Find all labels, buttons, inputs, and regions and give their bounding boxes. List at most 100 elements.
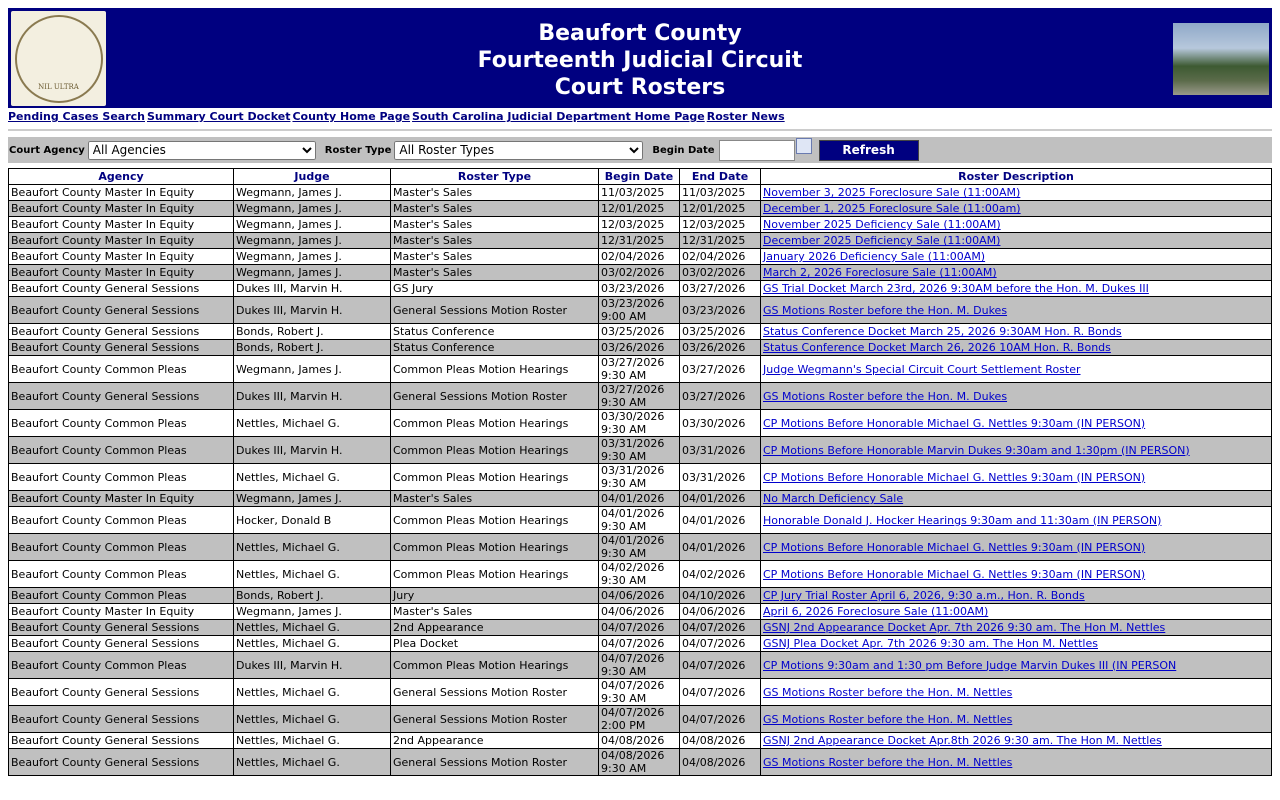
begin-date-input[interactable] xyxy=(718,139,795,161)
roster-link[interactable]: CP Motions Before Honorable Michael G. N… xyxy=(763,567,1146,581)
roster-link[interactable]: CP Jury Trial Roster April 6, 2026, 9:30… xyxy=(763,589,1085,602)
end-date-cell: 03/27/2026 xyxy=(679,355,761,383)
end-date-cell: 04/08/2026 xyxy=(679,748,761,776)
table-row: Beaufort County Master In Equity Wegmann,… xyxy=(8,264,1272,281)
divider xyxy=(8,129,1272,131)
link-roster-news[interactable]: Roster News xyxy=(706,110,785,123)
roster-link[interactable]: GS Motions Roster before the Hon. M. Net… xyxy=(763,685,1013,699)
roster-link[interactable]: Status Conference Docket March 25, 2026 … xyxy=(763,325,1122,338)
table-row: Beaufort County Common Pleas Hocker, Dona… xyxy=(8,506,1272,534)
roster-type-cell: Common Pleas Motion Hearings xyxy=(390,651,599,679)
roster-type-cell: GS Jury xyxy=(390,280,599,297)
begin-date-cell: 03/02/2026 xyxy=(598,264,680,281)
roster-type-cell: General Sessions Motion Roster xyxy=(390,382,599,410)
end-date-cell: 04/01/2026 xyxy=(679,533,761,561)
agency-cell: Beaufort County General Sessions xyxy=(8,339,234,356)
agency-cell: Beaufort County General Sessions xyxy=(8,635,234,652)
roster-type-select[interactable]: All Roster Types xyxy=(394,140,644,160)
link-county-home-page[interactable]: County Home Page xyxy=(292,110,411,123)
roster-link[interactable]: November 3, 2025 Foreclosure Sale (11:00… xyxy=(763,186,1021,199)
court-agency-select[interactable]: All Agencies xyxy=(87,140,316,160)
roster-link[interactable]: CP Motions Before Honorable Michael G. N… xyxy=(763,470,1146,484)
roster-link[interactable]: April 6, 2026 Foreclosure Sale (11:00AM) xyxy=(763,605,989,618)
roster-link[interactable]: November 2025 Deficiency Sale (11:00AM) xyxy=(763,218,1001,231)
end-date-cell: 04/01/2026 xyxy=(679,506,761,534)
end-date-cell: 03/31/2026 xyxy=(679,463,761,491)
table-row: Beaufort County General Sessions Dukes II… xyxy=(8,296,1272,324)
begin-date-cell: 04/07/2026 9:30 AM xyxy=(598,651,680,679)
col-end-date: End Date xyxy=(679,168,761,185)
roster-type-cell: Common Pleas Motion Hearings xyxy=(390,506,599,534)
col-begin-date: Begin Date xyxy=(598,168,680,185)
roster-link[interactable]: CP Motions Before Honorable Michael G. N… xyxy=(763,540,1146,554)
agency-cell: Beaufort County Master In Equity xyxy=(8,184,234,201)
end-date-cell: 11/03/2025 xyxy=(679,184,761,201)
table-row: Beaufort County Master In Equity Wegmann,… xyxy=(8,248,1272,265)
roster-link[interactable]: CP Motions Before Honorable Michael G. N… xyxy=(763,416,1146,430)
judge-cell: Wegmann, James J. xyxy=(233,232,391,249)
roster-type-cell: Common Pleas Motion Hearings xyxy=(390,533,599,561)
roster-link[interactable]: GS Motions Roster before the Hon. M. Net… xyxy=(763,712,1013,726)
calendar-icon[interactable] xyxy=(795,138,812,154)
roster-description-cell: December 2025 Deficiency Sale (11:00AM) xyxy=(760,232,1272,249)
roster-description-cell: January 2026 Deficiency Sale (11:00AM) xyxy=(760,248,1272,265)
table-row: Beaufort County General Sessions Nettles,… xyxy=(8,619,1272,636)
judge-cell: Nettles, Michael G. xyxy=(233,678,391,706)
roster-link[interactable]: CP Motions 9:30am and 1:30 pm Before Jud… xyxy=(763,658,1177,672)
roster-description-cell: Judge Wegmann's Special Circuit Court Se… xyxy=(760,355,1272,383)
roster-link[interactable]: GSNJ Plea Docket Apr. 7th 2026 9:30 am. … xyxy=(763,637,1098,650)
link-pending-cases-search[interactable]: Pending Cases Search xyxy=(8,110,145,123)
roster-description-cell: GS Trial Docket March 23rd, 2026 9:30AM … xyxy=(760,280,1272,297)
roster-type-cell: Status Conference xyxy=(390,339,599,356)
roster-link[interactable]: GSNJ 2nd Appearance Docket Apr. 7th 2026… xyxy=(763,621,1166,634)
roster-description-cell: CP Motions 9:30am and 1:30 pm Before Jud… xyxy=(760,651,1272,679)
agency-cell: Beaufort County Master In Equity xyxy=(8,603,234,620)
roster-link[interactable]: March 2, 2026 Foreclosure Sale (11:00AM) xyxy=(763,266,997,279)
roster-link[interactable]: No March Deficiency Sale xyxy=(763,492,904,505)
judge-cell: Dukes III, Marvin H. xyxy=(233,651,391,679)
roster-link[interactable]: Honorable Donald J. Hocker Hearings 9:30… xyxy=(763,513,1162,527)
roster-type-cell: Status Conference xyxy=(390,323,599,340)
roster-description-cell: CP Motions Before Honorable Michael G. N… xyxy=(760,409,1272,437)
end-date-cell: 03/27/2026 xyxy=(679,382,761,410)
begin-date-cell: 12/03/2025 xyxy=(598,216,680,233)
table-row: Beaufort County General Sessions Nettles,… xyxy=(8,748,1272,776)
begin-date-cell: 04/07/2026 xyxy=(598,635,680,652)
agency-cell: Beaufort County Common Pleas xyxy=(8,587,234,604)
begin-date-cell: 04/07/2026 9:30 AM xyxy=(598,678,680,706)
col-judge: Judge xyxy=(233,168,391,185)
courthouse-photo xyxy=(1173,23,1269,95)
end-date-cell: 04/07/2026 xyxy=(679,705,761,733)
link-summary-court-docket[interactable]: Summary Court Docket xyxy=(147,110,291,123)
roster-link[interactable]: GSNJ 2nd Appearance Docket Apr.8th 2026 … xyxy=(763,734,1162,747)
roster-link[interactable]: Judge Wegmann's Special Circuit Court Se… xyxy=(763,362,1081,376)
roster-link[interactable]: GS Motions Roster before the Hon. M. Net… xyxy=(763,755,1013,769)
agency-cell: Beaufort County Master In Equity xyxy=(8,490,234,507)
agency-cell: Beaufort County Master In Equity xyxy=(8,232,234,249)
link-sc-judicial-home[interactable]: South Carolina Judicial Department Home … xyxy=(412,110,705,123)
roster-description-cell: CP Motions Before Honorable Michael G. N… xyxy=(760,533,1272,561)
begin-date-cell: 03/27/2026 9:30 AM xyxy=(598,382,680,410)
roster-type-cell: Common Pleas Motion Hearings xyxy=(390,409,599,437)
col-roster-description: Roster Description xyxy=(760,168,1272,185)
roster-link[interactable]: December 1, 2025 Foreclosure Sale (11:00… xyxy=(763,202,1021,215)
table-row: Beaufort County Common Pleas Nettles, Mic… xyxy=(8,409,1272,437)
roster-description-cell: November 2025 Deficiency Sale (11:00AM) xyxy=(760,216,1272,233)
roster-link[interactable]: Status Conference Docket March 26, 2026 … xyxy=(763,341,1111,354)
begin-date-cell: 04/01/2026 9:30 AM xyxy=(598,533,680,561)
roster-link[interactable]: GS Trial Docket March 23rd, 2026 9:30AM … xyxy=(763,282,1149,295)
roster-description-cell: No March Deficiency Sale xyxy=(760,490,1272,507)
agency-cell: Beaufort County General Sessions xyxy=(8,732,234,749)
begin-date-cell: 03/26/2026 xyxy=(598,339,680,356)
roster-link[interactable]: GS Motions Roster before the Hon. M. Duk… xyxy=(763,303,1008,317)
roster-link[interactable]: December 2025 Deficiency Sale (11:00AM) xyxy=(763,234,1001,247)
begin-date-cell: 03/23/2026 xyxy=(598,280,680,297)
roster-description-cell: December 1, 2025 Foreclosure Sale (11:00… xyxy=(760,200,1272,217)
refresh-button[interactable]: Refresh xyxy=(818,139,919,161)
roster-link[interactable]: CP Motions Before Honorable Marvin Dukes… xyxy=(763,443,1190,457)
roster-link[interactable]: January 2026 Deficiency Sale (11:00AM) xyxy=(763,250,986,263)
end-date-cell: 12/03/2025 xyxy=(679,216,761,233)
roster-description-cell: CP Motions Before Honorable Michael G. N… xyxy=(760,463,1272,491)
roster-link[interactable]: GS Motions Roster before the Hon. M. Duk… xyxy=(763,389,1008,403)
end-date-cell: 04/08/2026 xyxy=(679,732,761,749)
